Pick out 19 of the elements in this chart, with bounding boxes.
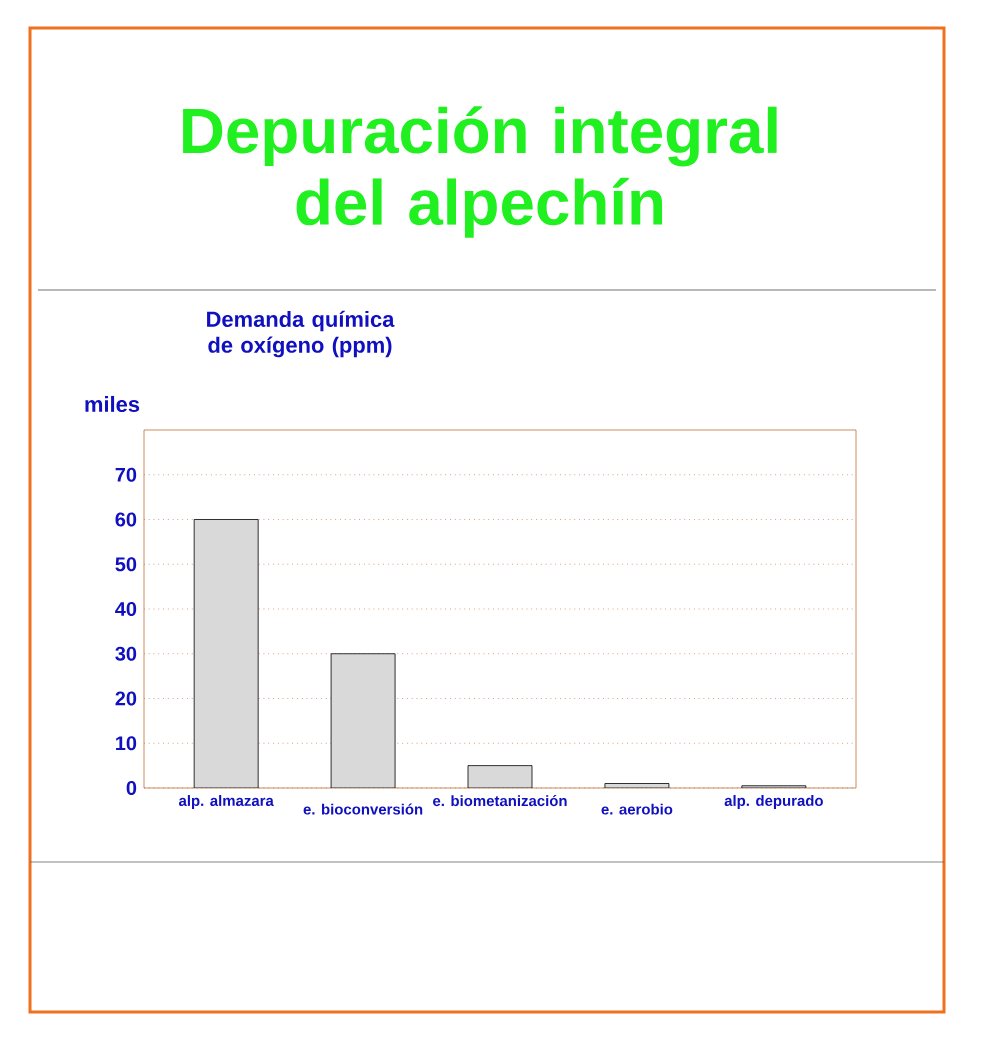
- bar: [467, 765, 533, 788]
- x-tick-label: alp. almazara: [178, 795, 274, 809]
- y-tick-label: 10: [116, 736, 137, 751]
- y-tick-label: 50: [115, 557, 137, 572]
- text: miles: [85, 395, 140, 413]
- y-tick-label: 20: [115, 691, 137, 706]
- y-tick-label: 70: [115, 467, 137, 482]
- chart-title: Depuración integral del alpechín: [183, 106, 777, 238]
- x-tick-label: alp. depurado: [724, 795, 823, 809]
- y-tick-label: 30: [115, 646, 137, 661]
- y-tick-label: 40: [115, 601, 137, 617]
- x-tick-label: e. bioconversión: [303, 803, 423, 815]
- chart-subtitle: Demanda química de oxígeno (ppm): [207, 310, 395, 358]
- y-tick-label: 0: [126, 780, 137, 796]
- bar: [193, 519, 259, 788]
- x-tick-label: e. biometanización: [433, 795, 567, 807]
- bar: [330, 653, 396, 788]
- y-tick-label: 60: [115, 512, 137, 527]
- x-tick-label: e. aerobio: [601, 803, 673, 815]
